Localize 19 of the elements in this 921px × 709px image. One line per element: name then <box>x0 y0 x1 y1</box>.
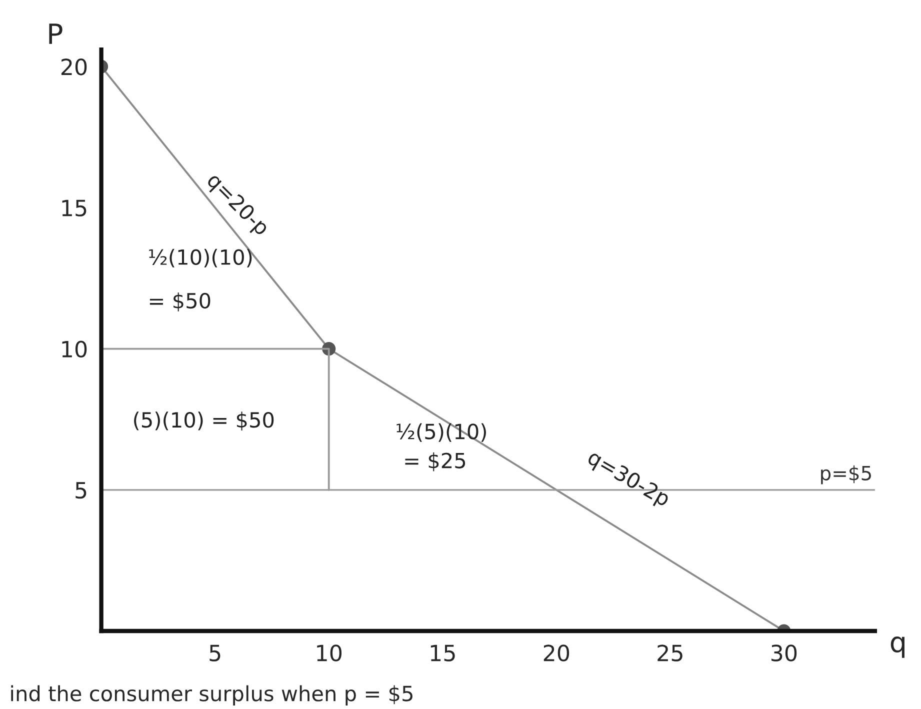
ref-line-label: p=$5 <box>821 465 871 484</box>
y-tick-label: 15 <box>62 200 86 216</box>
x-axis-title: q <box>890 636 904 658</box>
x-tick-label: 30 <box>771 644 797 662</box>
annotation: ½(5)(10) <box>396 423 486 442</box>
x-tick-label: 5 <box>210 644 220 662</box>
annotation: ½(10)(10) <box>149 248 252 268</box>
y-tick-label: 10 <box>62 340 87 358</box>
x-tick-label: 25 <box>658 644 682 662</box>
x-tick-label: 15 <box>430 644 455 662</box>
y-tick-label: 20 <box>61 58 87 76</box>
y-tick-label: 5 <box>76 482 86 499</box>
x-tick-label: 20 <box>544 644 570 662</box>
annotation: = $25 <box>405 452 466 472</box>
x-tick-label: 10 <box>317 644 342 662</box>
annotation: (5)(10) = $50 <box>134 412 274 431</box>
annotation: = $50 <box>150 292 210 312</box>
text: ind the consumer surplus when p = $5 <box>11 685 412 706</box>
y-axis-title: P <box>49 24 62 44</box>
